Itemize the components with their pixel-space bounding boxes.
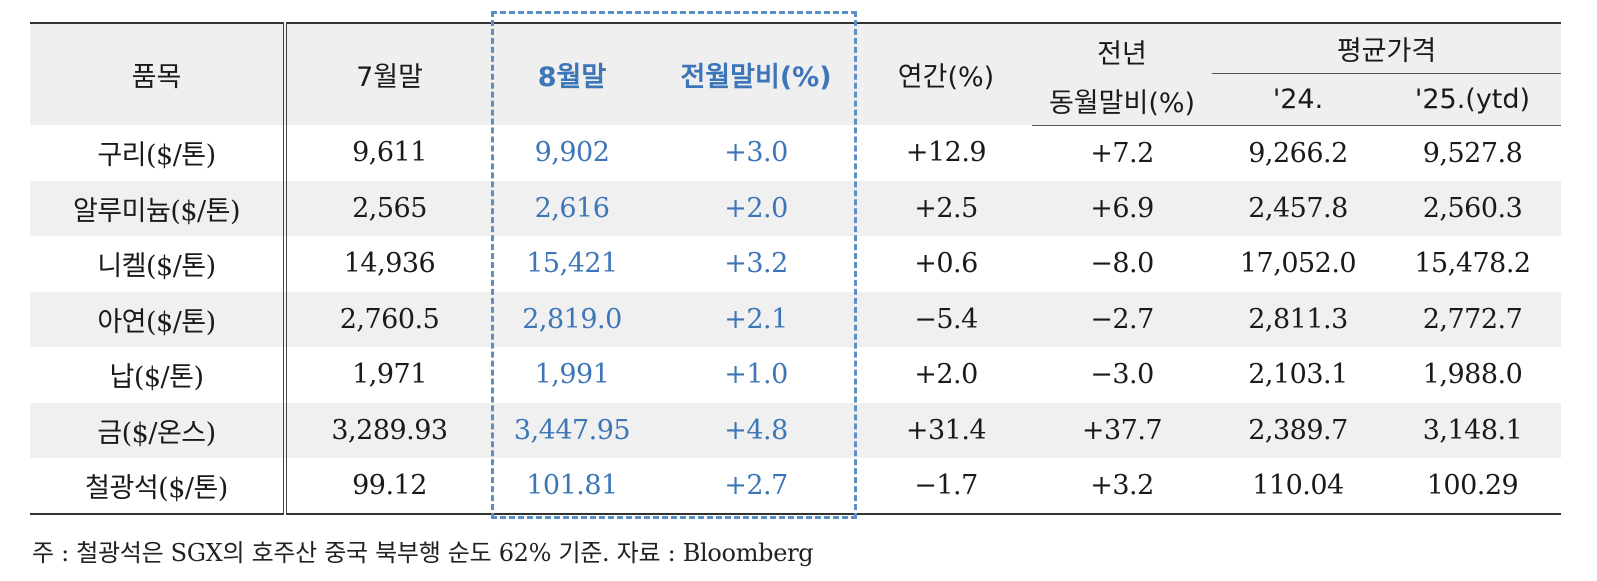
- cell-mom: +1.0: [724, 359, 788, 391]
- cell-avg24: 17,052.0: [1239, 248, 1357, 280]
- header-yoy-line1: 전년: [1032, 23, 1212, 73]
- header-item: 품목: [30, 23, 287, 125]
- cell-avg24: 110.04: [1212, 458, 1384, 515]
- cell-aug: 2,616: [492, 180, 652, 236]
- cell-avg24: 2,389.7: [1212, 402, 1384, 458]
- cell-avg24: 9,266.2: [1248, 137, 1348, 169]
- table-row: 납($/톤) 1,971 1,991 +1.0 +2.0 −3.0 2,103.…: [30, 347, 1561, 403]
- cell-avg25: 15,478.2: [1414, 248, 1531, 280]
- cell-yoy: +37.7: [1032, 402, 1212, 458]
- table-body: 구리($/톤) 9,611 9,902 +3.0 +12.9 +7.2 9,26…: [30, 125, 1561, 515]
- header-avg-price: 평균가격: [1212, 23, 1561, 74]
- header-yoy-line2: 동월말비(%): [1032, 73, 1212, 126]
- cell-item: 아연($/톤): [30, 291, 287, 347]
- cell-aug: 9,902: [534, 137, 610, 169]
- cell-aug: 15,421: [526, 248, 618, 280]
- cell-ytd: +12.9: [905, 137, 987, 169]
- header-mom: 전월말비(%): [652, 23, 860, 125]
- cell-jul: 3,289.93: [285, 402, 492, 458]
- header-ytd: 연간(%): [860, 23, 1032, 125]
- cell-item: 금($/온스): [30, 402, 287, 458]
- cell-avg25: 3,148.1: [1384, 402, 1561, 458]
- header-avg-24: '24.: [1212, 73, 1384, 126]
- cell-avg25: 1,988.0: [1422, 359, 1523, 391]
- cell-yoy: −2.7: [1032, 291, 1212, 347]
- cell-yoy: +3.2: [1032, 458, 1212, 515]
- commodity-price-table: 품목 7월말 8월말 전월말비(%) 연간(%) 전년 평균가격 동월말비(%)…: [30, 22, 1561, 515]
- cell-yoy: +7.2: [1090, 137, 1154, 169]
- table-row: 금($/온스) 3,289.93 3,447.95 +4.8 +31.4 +37…: [30, 402, 1561, 458]
- table-row: 아연($/톤) 2,760.5 2,819.0 +2.1 −5.4 −2.7 2…: [30, 291, 1561, 347]
- cell-ytd: +0.6: [914, 248, 978, 280]
- cell-item: 니켈($/톤): [30, 236, 287, 292]
- cell-jul: 99.12: [285, 458, 492, 515]
- cell-jul: 2,760.5: [285, 291, 492, 347]
- cell-mom: +3.0: [724, 137, 788, 169]
- header-jul-end: 7월말: [285, 23, 492, 125]
- cell-avg25: 9,527.8: [1422, 137, 1523, 169]
- cell-item: 철광석($/톤): [30, 458, 287, 515]
- cell-avg24: 2,811.3: [1212, 291, 1384, 347]
- table-row: 니켈($/톤) 14,936 15,421 +3.2 +0.6 −8.0 17,…: [30, 236, 1561, 292]
- table-row: 구리($/톤) 9,611 9,902 +3.0 +12.9 +7.2 9,26…: [30, 125, 1561, 181]
- cell-ytd: −5.4: [860, 291, 1032, 347]
- cell-item: 구리($/톤): [30, 125, 287, 181]
- cell-mom: +2.0: [652, 180, 860, 236]
- table-row: 철광석($/톤) 99.12 101.81 +2.7 −1.7 +3.2 110…: [30, 458, 1561, 515]
- cell-avg25: 2,560.3: [1384, 180, 1561, 236]
- cell-mom: +4.8: [652, 402, 860, 458]
- cell-ytd: +2.0: [914, 359, 978, 391]
- cell-aug: 3,447.95: [492, 402, 652, 458]
- cell-ytd: +31.4: [860, 402, 1032, 458]
- header-avg-25: '25.(ytd): [1384, 73, 1561, 126]
- price-table-wrapper: 품목 7월말 8월말 전월말비(%) 연간(%) 전년 평균가격 동월말비(%)…: [30, 22, 1561, 515]
- cell-item: 납($/톤): [30, 347, 287, 403]
- cell-aug: 1,991: [534, 359, 610, 391]
- table-header: 품목 7월말 8월말 전월말비(%) 연간(%) 전년 평균가격 동월말비(%)…: [30, 23, 1561, 126]
- cell-ytd: +2.5: [860, 180, 1032, 236]
- cell-avg25: 100.29: [1384, 458, 1561, 515]
- cell-jul: 14,936: [343, 248, 436, 280]
- cell-avg25: 2,772.7: [1384, 291, 1561, 347]
- cell-avg24: 2,103.1: [1248, 359, 1348, 391]
- cell-aug: 2,819.0: [492, 291, 652, 347]
- cell-yoy: −3.0: [1090, 359, 1154, 391]
- cell-jul: 2,565: [285, 180, 492, 236]
- cell-mom: +2.7: [652, 458, 860, 515]
- cell-jul: 1,971: [352, 359, 427, 391]
- cell-mom: +3.2: [724, 248, 788, 280]
- cell-mom: +2.1: [652, 291, 860, 347]
- cell-yoy: −8.0: [1090, 248, 1154, 280]
- cell-item: 알루미늄($/톤): [30, 180, 287, 236]
- header-aug-end: 8월말: [492, 23, 652, 125]
- cell-jul: 9,611: [352, 137, 427, 169]
- cell-avg24: 2,457.8: [1212, 180, 1384, 236]
- cell-ytd: −1.7: [860, 458, 1032, 515]
- table-row: 알루미늄($/톤) 2,565 2,616 +2.0 +2.5 +6.9 2,4…: [30, 180, 1561, 236]
- cell-yoy: +6.9: [1032, 180, 1212, 236]
- footnote: 주 : 철광석은 SGX의 호주산 중국 북부행 순도 62% 기준. 자료 :…: [32, 539, 814, 567]
- cell-aug: 101.81: [492, 458, 652, 515]
